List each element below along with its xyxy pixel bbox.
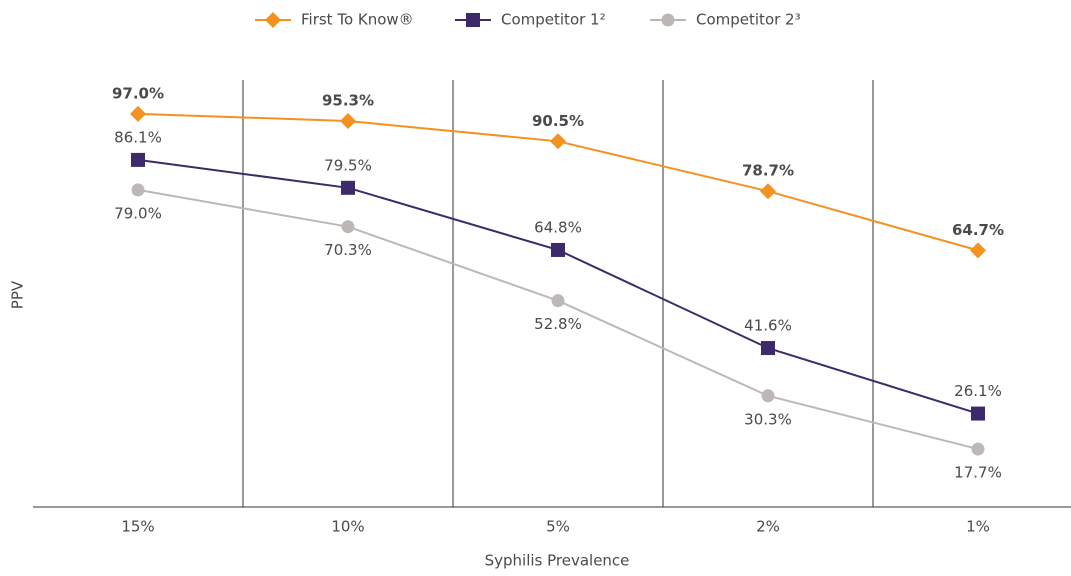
legend-marker	[265, 12, 281, 28]
x-tick-label: 5%	[546, 518, 570, 536]
data-label: 79.0%	[114, 204, 162, 222]
data-label: 86.1%	[114, 128, 162, 146]
data-label: 70.3%	[324, 241, 372, 259]
x-tick-label: 1%	[966, 518, 990, 536]
data-label: 26.1%	[954, 382, 1002, 400]
series-line	[137, 158, 979, 415]
marker	[550, 133, 566, 150]
data-label: 30.3%	[744, 410, 792, 428]
marker	[131, 183, 145, 197]
marker	[970, 242, 986, 259]
legend-label: Competitor 1²	[501, 11, 606, 29]
data-label: 41.6%	[744, 317, 792, 335]
legend-label: First To Know®	[301, 11, 414, 29]
marker	[551, 294, 565, 308]
marker	[130, 105, 146, 122]
marker	[551, 242, 565, 257]
data-label: 64.7%	[952, 221, 1004, 239]
marker	[761, 389, 775, 403]
marker	[760, 183, 776, 200]
data-label: 52.8%	[534, 315, 582, 333]
data-label: 79.5%	[324, 156, 372, 174]
data-label: 90.5%	[532, 112, 584, 130]
data-label: 64.8%	[534, 218, 582, 236]
marker	[971, 406, 985, 421]
data-label: 95.3%	[322, 92, 374, 110]
legend-marker	[661, 13, 675, 27]
marker	[131, 152, 145, 167]
marker	[341, 220, 355, 234]
x-axis-label: Syphilis Prevalence	[485, 552, 630, 570]
x-tick-label: 2%	[756, 518, 780, 536]
marker	[340, 113, 356, 130]
legend-marker	[466, 13, 480, 27]
marker	[761, 341, 775, 356]
legend-label: Competitor 2³	[696, 11, 801, 29]
marker	[971, 442, 985, 456]
data-label: 78.7%	[742, 162, 794, 180]
data-label: 17.7%	[954, 464, 1002, 482]
x-tick-label: 10%	[331, 518, 364, 536]
x-tick-label: 15%	[121, 518, 154, 536]
marker	[341, 180, 355, 195]
y-axis-label: PPV	[9, 280, 27, 309]
data-label: 97.0%	[112, 84, 164, 102]
